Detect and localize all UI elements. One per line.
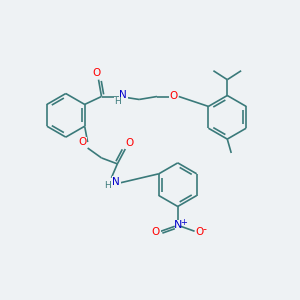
Text: N: N <box>112 177 120 187</box>
Text: O: O <box>125 138 134 148</box>
Text: O: O <box>170 91 178 100</box>
Text: O: O <box>79 137 87 147</box>
Text: O: O <box>195 227 204 237</box>
Text: H: H <box>114 97 121 106</box>
Text: O: O <box>92 68 101 78</box>
Text: N: N <box>119 89 127 100</box>
Text: +: + <box>180 218 187 227</box>
Text: O: O <box>152 227 160 237</box>
Text: N: N <box>174 220 182 230</box>
Text: -: - <box>202 224 206 234</box>
Text: H: H <box>104 181 111 190</box>
